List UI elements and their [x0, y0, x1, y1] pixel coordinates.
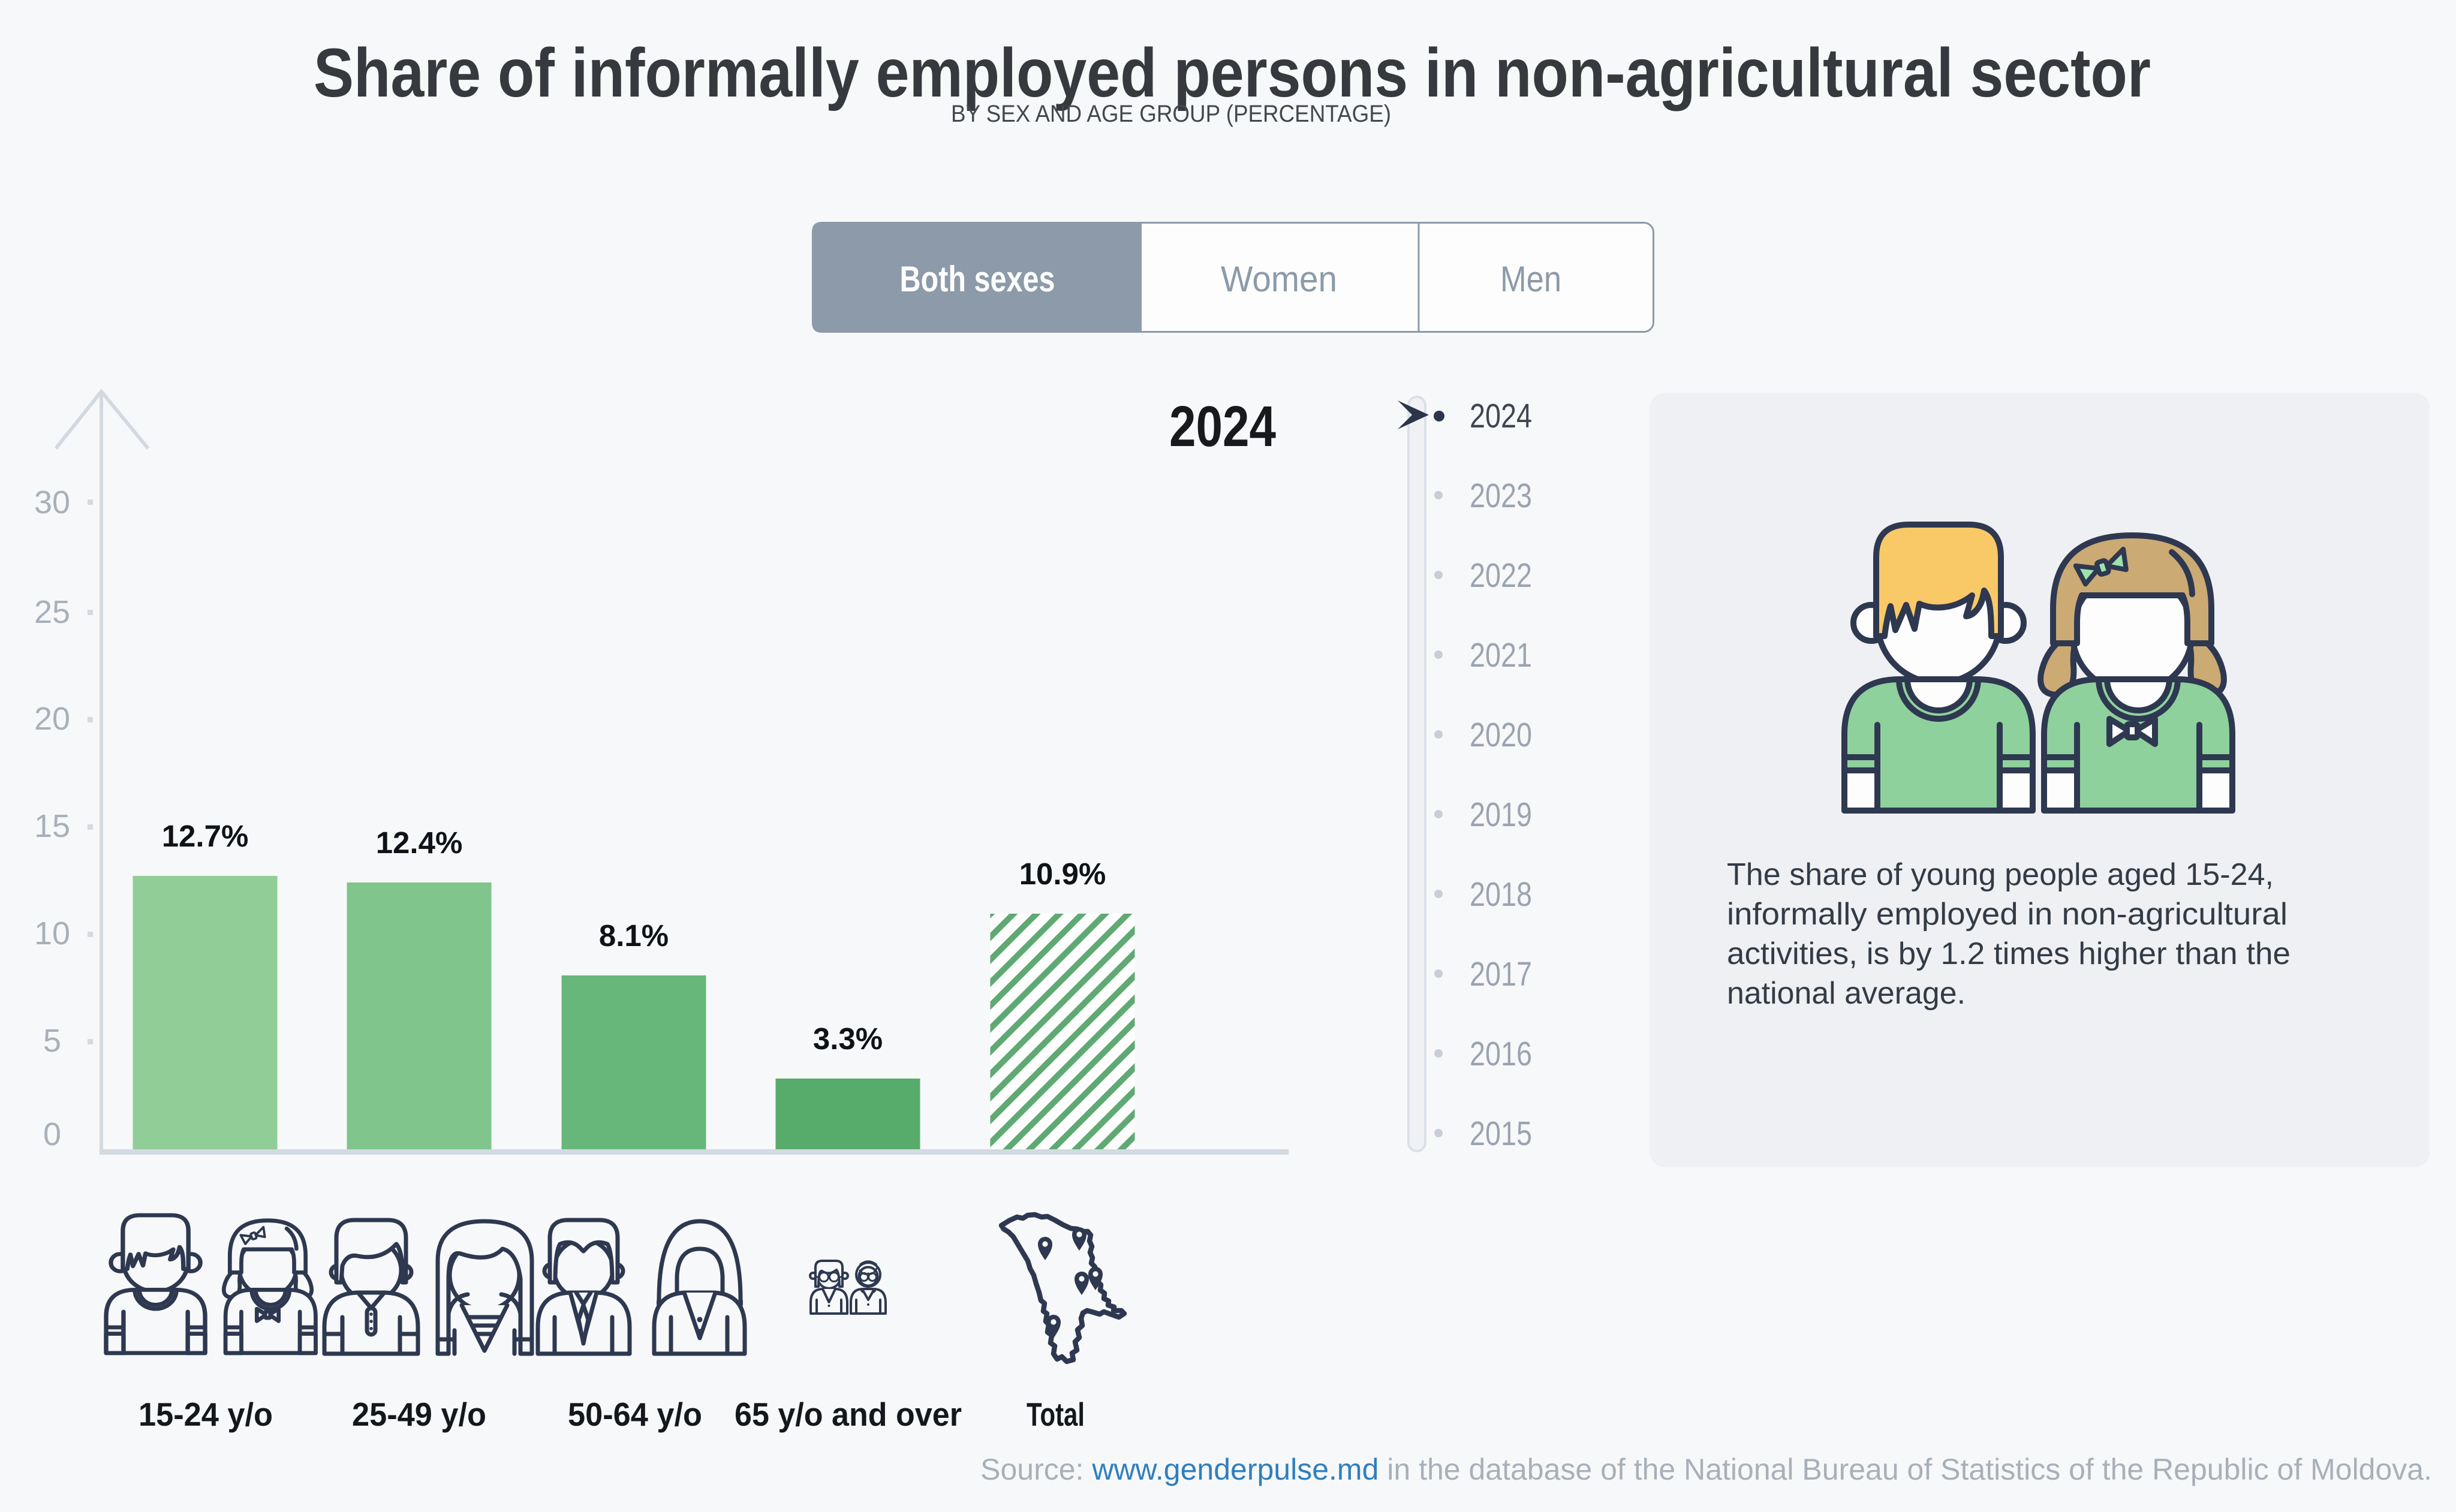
svg-text:informally employed in non-agr: informally employed in non-agricultural [1727, 897, 2288, 932]
svg-text:65 y/o and over: 65 y/o and over [735, 1396, 962, 1433]
svg-text:10: 10 [34, 915, 70, 951]
svg-text:0: 0 [43, 1116, 61, 1152]
svg-text:30: 30 [34, 484, 70, 520]
svg-text:2017: 2017 [1470, 955, 1532, 993]
svg-text:15-24 y/o: 15-24 y/o [139, 1396, 273, 1433]
svg-text:2021: 2021 [1470, 636, 1532, 674]
svg-text:2022: 2022 [1470, 556, 1532, 595]
svg-text:10.9%: 10.9% [1019, 857, 1106, 891]
svg-text:50-64 y/o: 50-64 y/o [568, 1396, 702, 1433]
svg-text:20: 20 [34, 701, 70, 737]
svg-text:Share of informally employed p: Share of informally employed persons in … [314, 35, 2151, 112]
svg-text:12.7%: 12.7% [162, 819, 249, 853]
svg-text:BY SEX AND AGE GROUP (PERCENTA: BY SEX AND AGE GROUP (PERCENTAGE) [951, 101, 1391, 127]
svg-text:2019: 2019 [1470, 796, 1532, 834]
svg-text:Total: Total [1027, 1396, 1085, 1433]
svg-text:2018: 2018 [1470, 875, 1532, 914]
svg-text:2024: 2024 [1169, 394, 1276, 459]
svg-text:2024: 2024 [1470, 397, 1532, 435]
svg-text:8.1%: 8.1% [599, 918, 669, 953]
svg-text:25-49 y/o: 25-49 y/o [352, 1396, 486, 1433]
svg-text:The share of young people aged: The share of young people aged 15-24, [1727, 857, 2274, 892]
svg-text:2023: 2023 [1470, 477, 1532, 515]
svg-text:15: 15 [34, 808, 70, 844]
svg-text:3.3%: 3.3% [813, 1022, 883, 1056]
svg-text:5: 5 [43, 1023, 61, 1059]
svg-text:2016: 2016 [1470, 1035, 1532, 1073]
svg-text:Men: Men [1500, 259, 1561, 299]
svg-text:national average.: national average. [1727, 976, 1966, 1011]
svg-text:Source: www.genderpulse.md in: Source: www.genderpulse.md in the databa… [980, 1453, 2432, 1486]
svg-text:2015: 2015 [1470, 1115, 1532, 1153]
svg-text:activities, is by 1.2 times hi: activities, is by 1.2 times higher than … [1727, 936, 2291, 971]
svg-text:Women: Women [1221, 259, 1337, 299]
svg-text:12.4%: 12.4% [376, 826, 463, 860]
svg-text:2020: 2020 [1470, 716, 1532, 754]
svg-text:25: 25 [34, 594, 70, 630]
svg-text:Both sexes: Both sexes [900, 259, 1055, 299]
